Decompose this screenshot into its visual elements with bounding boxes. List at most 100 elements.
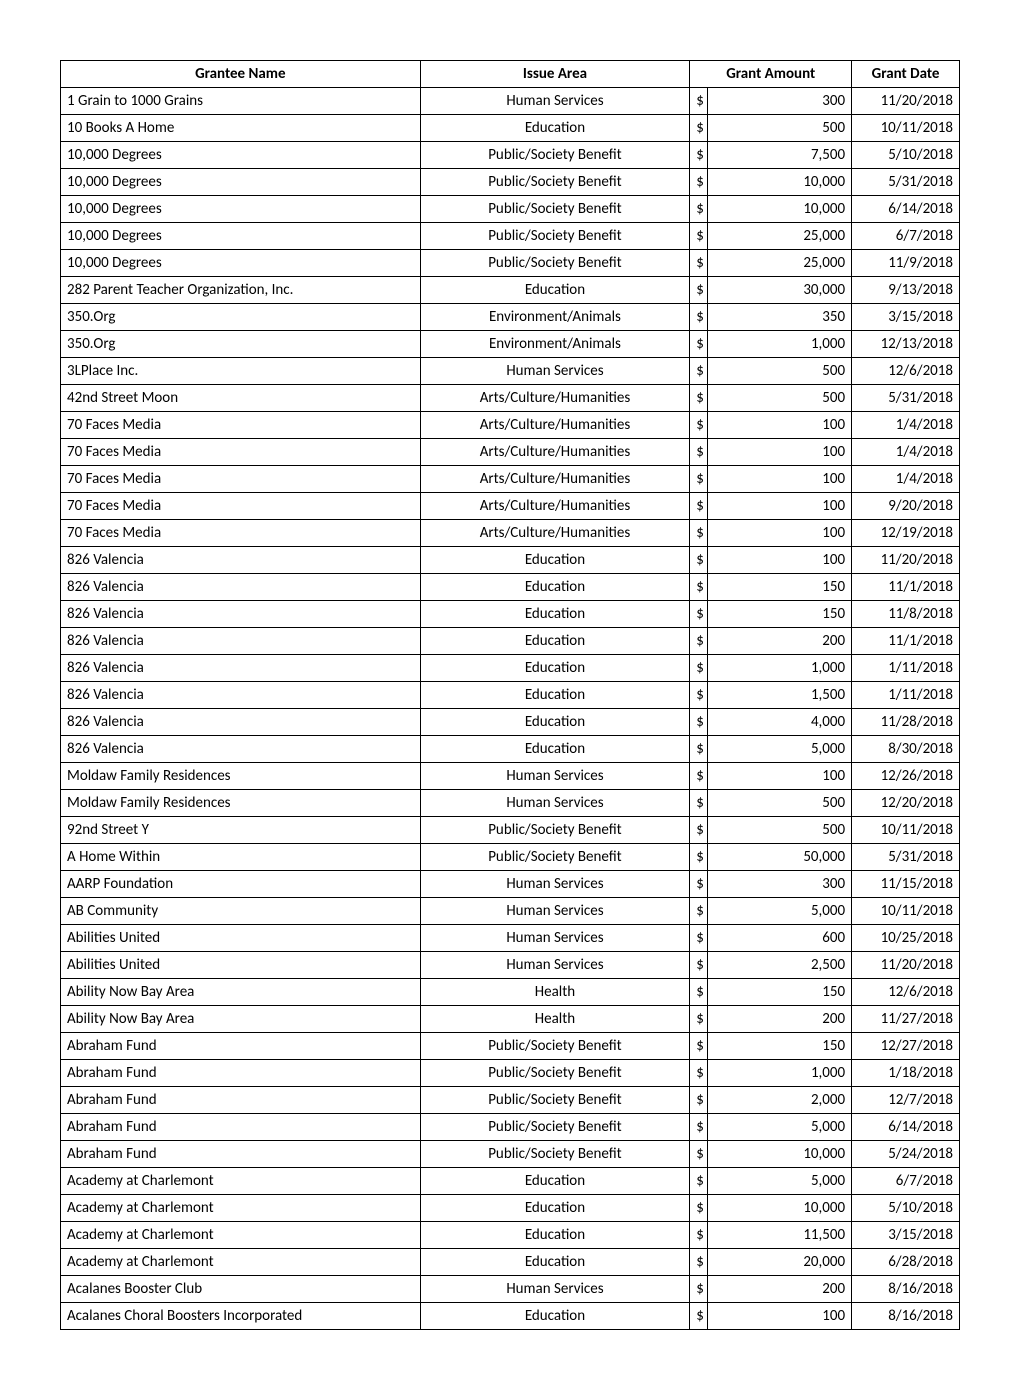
cell-grantee: 1 Grain to 1000 Grains <box>61 88 421 115</box>
cell-currency: $ <box>690 115 708 142</box>
cell-grantee: 70 Faces Media <box>61 412 421 439</box>
cell-grantee: Moldaw Family Residences <box>61 790 421 817</box>
cell-issue: Education <box>420 736 690 763</box>
cell-date: 11/8/2018 <box>852 601 960 628</box>
table-row: 3LPlace Inc.Human Services$50012/6/2018 <box>61 358 960 385</box>
cell-grantee: Acalanes Booster Club <box>61 1276 421 1303</box>
cell-amount: 200 <box>708 1276 852 1303</box>
cell-issue: Arts/Culture/Humanities <box>420 439 690 466</box>
col-header-issue: Issue Area <box>420 61 690 88</box>
cell-date: 5/31/2018 <box>852 385 960 412</box>
cell-amount: 200 <box>708 628 852 655</box>
cell-date: 12/6/2018 <box>852 358 960 385</box>
cell-issue: Environment/Animals <box>420 304 690 331</box>
cell-amount: 500 <box>708 790 852 817</box>
cell-currency: $ <box>690 790 708 817</box>
cell-issue: Arts/Culture/Humanities <box>420 493 690 520</box>
cell-amount: 2,500 <box>708 952 852 979</box>
cell-grantee: 10,000 Degrees <box>61 169 421 196</box>
cell-currency: $ <box>690 196 708 223</box>
cell-issue: Health <box>420 979 690 1006</box>
table-row: 1 Grain to 1000 GrainsHuman Services$300… <box>61 88 960 115</box>
cell-date: 12/26/2018 <box>852 763 960 790</box>
table-row: Academy at CharlemontEducation$5,0006/7/… <box>61 1168 960 1195</box>
cell-amount: 20,000 <box>708 1249 852 1276</box>
table-row: 826 ValenciaEducation$1,0001/11/2018 <box>61 655 960 682</box>
table-row: 826 ValenciaEducation$15011/8/2018 <box>61 601 960 628</box>
cell-issue: Health <box>420 1006 690 1033</box>
col-header-date: Grant Date <box>852 61 960 88</box>
cell-grantee: Academy at Charlemont <box>61 1249 421 1276</box>
cell-currency: $ <box>690 385 708 412</box>
cell-currency: $ <box>690 736 708 763</box>
cell-grantee: Academy at Charlemont <box>61 1222 421 1249</box>
cell-grantee: 10,000 Degrees <box>61 223 421 250</box>
cell-date: 6/28/2018 <box>852 1249 960 1276</box>
cell-issue: Public/Society Benefit <box>420 196 690 223</box>
table-row: 10,000 DegreesPublic/Society Benefit$25,… <box>61 223 960 250</box>
cell-amount: 5,000 <box>708 736 852 763</box>
table-row: 70 Faces MediaArts/Culture/Humanities$10… <box>61 439 960 466</box>
cell-issue: Public/Society Benefit <box>420 142 690 169</box>
cell-amount: 50,000 <box>708 844 852 871</box>
cell-date: 12/13/2018 <box>852 331 960 358</box>
cell-issue: Arts/Culture/Humanities <box>420 385 690 412</box>
cell-issue: Public/Society Benefit <box>420 1141 690 1168</box>
cell-currency: $ <box>690 844 708 871</box>
cell-issue: Public/Society Benefit <box>420 817 690 844</box>
cell-date: 5/31/2018 <box>852 844 960 871</box>
cell-grantee: 70 Faces Media <box>61 493 421 520</box>
cell-amount: 100 <box>708 547 852 574</box>
cell-date: 11/15/2018 <box>852 871 960 898</box>
cell-amount: 10,000 <box>708 1195 852 1222</box>
cell-grantee: 826 Valencia <box>61 709 421 736</box>
cell-date: 5/24/2018 <box>852 1141 960 1168</box>
cell-amount: 1,500 <box>708 682 852 709</box>
cell-currency: $ <box>690 898 708 925</box>
cell-amount: 4,000 <box>708 709 852 736</box>
cell-date: 11/1/2018 <box>852 574 960 601</box>
cell-grantee: 70 Faces Media <box>61 439 421 466</box>
cell-date: 11/20/2018 <box>852 952 960 979</box>
cell-date: 9/13/2018 <box>852 277 960 304</box>
cell-date: 8/16/2018 <box>852 1276 960 1303</box>
cell-amount: 10,000 <box>708 1141 852 1168</box>
cell-grantee: 10 Books A Home <box>61 115 421 142</box>
table-row: 10,000 DegreesPublic/Society Benefit$10,… <box>61 196 960 223</box>
cell-grantee: Abraham Fund <box>61 1060 421 1087</box>
cell-currency: $ <box>690 601 708 628</box>
cell-date: 12/6/2018 <box>852 979 960 1006</box>
cell-currency: $ <box>690 439 708 466</box>
cell-issue: Human Services <box>420 763 690 790</box>
cell-grantee: 42nd Street Moon <box>61 385 421 412</box>
cell-issue: Arts/Culture/Humanities <box>420 520 690 547</box>
table-row: 10 Books A HomeEducation$50010/11/2018 <box>61 115 960 142</box>
cell-date: 10/11/2018 <box>852 817 960 844</box>
cell-date: 11/9/2018 <box>852 250 960 277</box>
table-row: Moldaw Family ResidencesHuman Services$5… <box>61 790 960 817</box>
cell-issue: Human Services <box>420 871 690 898</box>
cell-date: 3/15/2018 <box>852 304 960 331</box>
cell-amount: 5,000 <box>708 1114 852 1141</box>
cell-grantee: 282 Parent Teacher Organization, Inc. <box>61 277 421 304</box>
cell-issue: Human Services <box>420 88 690 115</box>
table-row: 826 ValenciaEducation$5,0008/30/2018 <box>61 736 960 763</box>
cell-date: 11/20/2018 <box>852 88 960 115</box>
cell-issue: Education <box>420 601 690 628</box>
table-row: Acalanes Choral Boosters IncorporatedEdu… <box>61 1303 960 1330</box>
cell-amount: 100 <box>708 1303 852 1330</box>
cell-grantee: 10,000 Degrees <box>61 196 421 223</box>
cell-grantee: Abraham Fund <box>61 1087 421 1114</box>
table-row: 70 Faces MediaArts/Culture/Humanities$10… <box>61 466 960 493</box>
cell-amount: 1,000 <box>708 655 852 682</box>
cell-date: 6/14/2018 <box>852 1114 960 1141</box>
cell-issue: Education <box>420 547 690 574</box>
cell-issue: Education <box>420 682 690 709</box>
cell-amount: 100 <box>708 493 852 520</box>
cell-currency: $ <box>690 871 708 898</box>
cell-grantee: 350.Org <box>61 304 421 331</box>
cell-currency: $ <box>690 1114 708 1141</box>
cell-issue: Human Services <box>420 358 690 385</box>
table-row: 92nd Street YPublic/Society Benefit$5001… <box>61 817 960 844</box>
cell-date: 12/20/2018 <box>852 790 960 817</box>
